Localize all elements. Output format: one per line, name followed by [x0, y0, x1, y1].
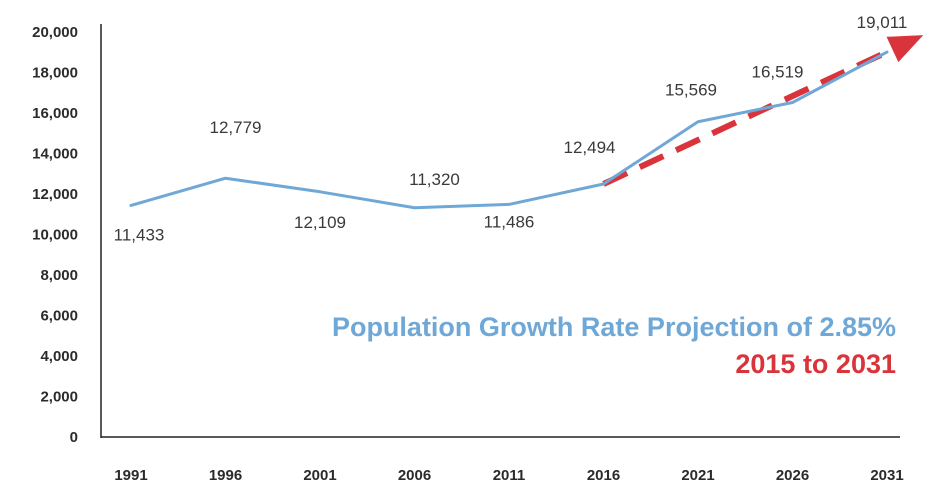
- data-label: 19,011: [857, 13, 908, 32]
- y-tick-label: 2,000: [40, 389, 78, 406]
- data-label: 11,486: [484, 212, 535, 231]
- y-tick-label: 18,000: [32, 65, 78, 82]
- y-tick-label: 10,000: [32, 227, 78, 244]
- y-tick-label: 8,000: [40, 267, 78, 284]
- x-tick-label: 1991: [114, 467, 147, 484]
- x-tick-label: 1996: [209, 467, 242, 484]
- annotation-period: 2015 to 2031: [735, 349, 896, 379]
- x-tick-label: 2026: [776, 467, 809, 484]
- x-tick-label: 2006: [398, 467, 431, 484]
- x-axis-ticks: 1991 1996 2001 2006 2011 2016 2021 2026 2031: [114, 467, 903, 484]
- annotation-growth-rate: Population Growth Rate Projection of 2.8…: [332, 312, 896, 342]
- y-tick-label: 16,000: [32, 105, 78, 122]
- data-label: 12,494: [564, 138, 616, 157]
- projection-arrow-head: [886, 35, 924, 63]
- y-tick-label: 20,000: [32, 24, 78, 41]
- projection-dashed-line: [602, 46, 894, 187]
- data-label: 16,519: [752, 62, 804, 81]
- y-tick-label: 6,000: [40, 308, 78, 325]
- x-tick-label: 2011: [493, 467, 526, 484]
- data-label: 12,109: [294, 213, 346, 232]
- data-label: 15,569: [665, 81, 717, 100]
- data-label: 12,779: [210, 118, 262, 137]
- y-tick-label: 0: [70, 429, 78, 446]
- y-tick-label: 12,000: [32, 186, 78, 203]
- y-tick-label: 4,000: [40, 348, 78, 365]
- data-label: 11,320: [409, 170, 460, 189]
- y-tick-label: 14,000: [32, 146, 78, 163]
- x-tick-label: 2021: [681, 467, 714, 484]
- x-tick-label: 2031: [870, 467, 903, 484]
- population-line: [129, 50, 889, 210]
- y-axis-ticks: 0 2,000 4,000 6,000 8,000 10,000 12,000 14,000 1…: [32, 24, 78, 446]
- series-layer: [129, 35, 924, 210]
- data-labels: 11,433 12,779 12,109 11,320 11,486 12,494 15,5…: [114, 13, 908, 244]
- x-tick-label: 2001: [303, 467, 336, 484]
- data-label: 11,433: [114, 225, 165, 244]
- axes: [100, 24, 900, 438]
- x-tick-label: 2016: [587, 467, 620, 484]
